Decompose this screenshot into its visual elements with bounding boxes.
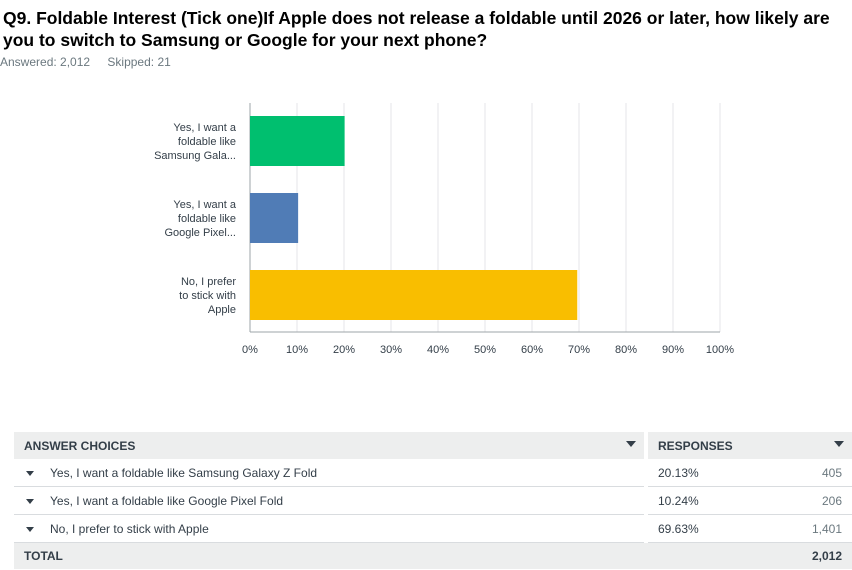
- bar[interactable]: [250, 116, 345, 166]
- x-tick-label: 30%: [380, 344, 402, 356]
- expand-caret-icon[interactable]: [26, 470, 34, 476]
- responses-header-label: RESPONSES: [658, 438, 733, 453]
- x-tick-label: 10%: [286, 344, 308, 356]
- table-row: No, I prefer to stick with Apple 69.63% …: [14, 514, 852, 543]
- responses-table: ANSWER CHOICES RESPONSES Yes, I want a f…: [14, 432, 852, 569]
- x-tick-label: 50%: [474, 344, 496, 356]
- bar[interactable]: [250, 193, 299, 243]
- response-count: 405: [758, 459, 852, 487]
- answer-choice-cell: Yes, I want a foldable like Google Pixel…: [14, 486, 646, 515]
- answered-count: Answered: 2,012: [0, 55, 91, 69]
- sort-caret-icon[interactable]: [834, 441, 844, 447]
- response-stats: Answered: 2,012 Skipped: 21: [0, 55, 185, 69]
- response-percent: 20.13%: [644, 459, 758, 487]
- response-percent: 69.63%: [644, 514, 758, 543]
- x-tick-label: 90%: [662, 344, 684, 356]
- category-label: No, I prefer to stick with Apple: [179, 276, 236, 316]
- answer-choices-header-label: ANSWER CHOICES: [24, 438, 136, 453]
- x-tick-label: 20%: [333, 344, 355, 356]
- table-row: Yes, I want a foldable like Google Pixel…: [14, 486, 852, 515]
- answer-choice-label: No, I prefer to stick with Apple: [50, 521, 209, 536]
- answer-choice-cell: No, I prefer to stick with Apple: [14, 514, 646, 543]
- response-percent: 10.24%: [644, 486, 758, 515]
- category-label: Yes, I want a foldable like Google Pixel..…: [164, 199, 236, 239]
- x-tick-label: 60%: [521, 344, 543, 356]
- expand-caret-icon[interactable]: [26, 526, 34, 532]
- skipped-count: Skipped: 21: [107, 55, 171, 69]
- x-tick-label: 0%: [242, 344, 258, 356]
- response-count: 1,401: [758, 514, 852, 543]
- x-tick-label: 80%: [615, 344, 637, 356]
- responses-header[interactable]: RESPONSES: [646, 432, 852, 459]
- question-title: Q9. Foldable Interest (Tick one)If Apple…: [3, 8, 830, 50]
- category-label: Yes, I want a foldable like Samsung Gala..…: [154, 122, 237, 162]
- answer-choices-header[interactable]: ANSWER CHOICES: [14, 432, 648, 459]
- x-tick-label: 70%: [568, 344, 590, 356]
- answer-choice-cell: Yes, I want a foldable like Samsung Gala…: [14, 459, 646, 487]
- x-tick-label: 40%: [427, 344, 449, 356]
- total-row: TOTAL 2,012: [14, 542, 852, 569]
- expand-caret-icon[interactable]: [26, 498, 34, 504]
- bar[interactable]: [250, 270, 578, 320]
- x-tick-label: 100%: [706, 344, 734, 356]
- bar-chart: 0% 10% 20% 30% 40% 50% 60% 70% 80% 90% 100% Yes, I …: [154, 103, 734, 356]
- table-row: Yes, I want a foldable like Samsung Gala…: [14, 459, 852, 487]
- sort-caret-icon[interactable]: [626, 441, 636, 447]
- answer-choice-label: Yes, I want a foldable like Google Pixel…: [50, 493, 284, 508]
- response-count: 206: [758, 486, 852, 515]
- answer-choice-label: Yes, I want a foldable like Samsung Gala…: [50, 465, 318, 480]
- total-label: TOTAL: [14, 542, 758, 569]
- total-count: 2,012: [758, 542, 852, 569]
